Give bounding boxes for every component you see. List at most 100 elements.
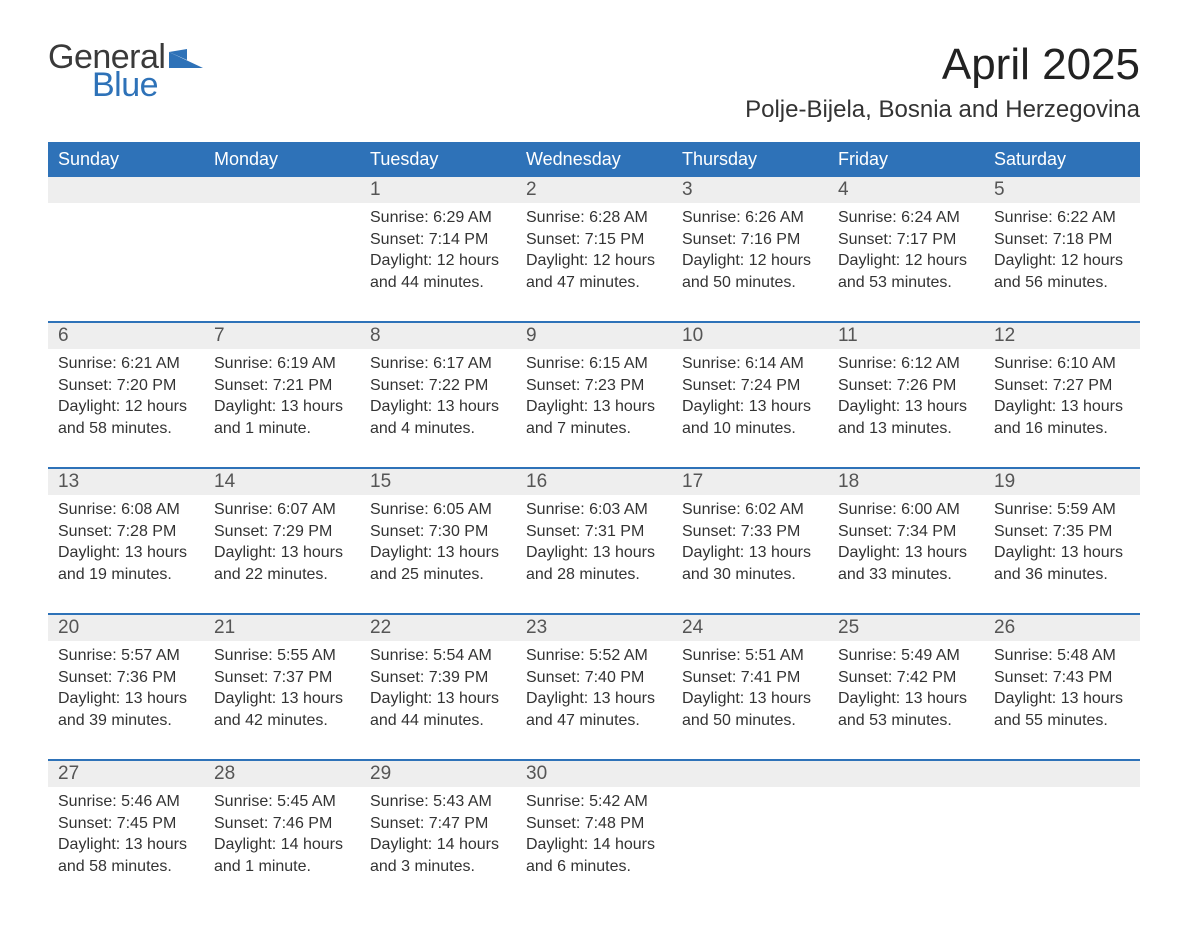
brand-word2: Blue	[48, 68, 203, 102]
day-number: 4	[828, 177, 984, 203]
sunrise-line: Sunrise: 6:22 AM	[994, 207, 1130, 229]
day-number: 17	[672, 469, 828, 495]
day-number: 27	[48, 761, 204, 787]
sunset-line: Sunset: 7:27 PM	[994, 375, 1130, 397]
sunrise-line: Sunrise: 6:08 AM	[58, 499, 194, 521]
sunrise-line: Sunrise: 5:54 AM	[370, 645, 506, 667]
daylight-line: Daylight: 13 hours and 10 minutes.	[682, 396, 818, 439]
sunset-line: Sunset: 7:14 PM	[370, 229, 506, 251]
day-number: 15	[360, 469, 516, 495]
day-number: 30	[516, 761, 672, 787]
day-number: 13	[48, 469, 204, 495]
day-number: 11	[828, 323, 984, 349]
day-number	[828, 761, 984, 787]
day-body-row: Sunrise: 5:46 AMSunset: 7:45 PMDaylight:…	[48, 787, 1140, 895]
day-body-row: Sunrise: 6:21 AMSunset: 7:20 PMDaylight:…	[48, 349, 1140, 457]
daylight-line: Daylight: 14 hours and 1 minute.	[214, 834, 350, 877]
day-of-week-label: Monday	[204, 142, 360, 177]
sunset-line: Sunset: 7:45 PM	[58, 813, 194, 835]
day-number: 6	[48, 323, 204, 349]
day-number: 26	[984, 615, 1140, 641]
daylight-line: Daylight: 12 hours and 44 minutes.	[370, 250, 506, 293]
daylight-line: Daylight: 14 hours and 6 minutes.	[526, 834, 662, 877]
sunset-line: Sunset: 7:20 PM	[58, 375, 194, 397]
daylight-line: Daylight: 13 hours and 30 minutes.	[682, 542, 818, 585]
sunset-line: Sunset: 7:29 PM	[214, 521, 350, 543]
sunset-line: Sunset: 7:39 PM	[370, 667, 506, 689]
day-cell: Sunrise: 6:14 AMSunset: 7:24 PMDaylight:…	[672, 349, 828, 457]
sunrise-line: Sunrise: 6:00 AM	[838, 499, 974, 521]
day-number: 1	[360, 177, 516, 203]
daylight-line: Daylight: 13 hours and 25 minutes.	[370, 542, 506, 585]
day-number: 9	[516, 323, 672, 349]
day-number	[672, 761, 828, 787]
sunrise-line: Sunrise: 6:24 AM	[838, 207, 974, 229]
day-number: 3	[672, 177, 828, 203]
daylight-line: Daylight: 13 hours and 55 minutes.	[994, 688, 1130, 731]
sunset-line: Sunset: 7:36 PM	[58, 667, 194, 689]
sunset-line: Sunset: 7:30 PM	[370, 521, 506, 543]
calendar-week: 12345Sunrise: 6:29 AMSunset: 7:14 PMDayl…	[48, 177, 1140, 311]
day-cell: Sunrise: 6:02 AMSunset: 7:33 PMDaylight:…	[672, 495, 828, 603]
day-number: 28	[204, 761, 360, 787]
sunrise-line: Sunrise: 6:19 AM	[214, 353, 350, 375]
day-cell: Sunrise: 5:54 AMSunset: 7:39 PMDaylight:…	[360, 641, 516, 749]
sunset-line: Sunset: 7:33 PM	[682, 521, 818, 543]
sunrise-line: Sunrise: 5:45 AM	[214, 791, 350, 813]
sunset-line: Sunset: 7:35 PM	[994, 521, 1130, 543]
sunset-line: Sunset: 7:41 PM	[682, 667, 818, 689]
daylight-line: Daylight: 13 hours and 58 minutes.	[58, 834, 194, 877]
day-number-row: 6789101112	[48, 323, 1140, 349]
sunset-line: Sunset: 7:16 PM	[682, 229, 818, 251]
day-cell	[48, 203, 204, 311]
page-title: April 2025	[745, 40, 1140, 90]
day-cell: Sunrise: 6:03 AMSunset: 7:31 PMDaylight:…	[516, 495, 672, 603]
day-number: 24	[672, 615, 828, 641]
daylight-line: Daylight: 13 hours and 50 minutes.	[682, 688, 818, 731]
daylight-line: Daylight: 13 hours and 7 minutes.	[526, 396, 662, 439]
day-of-week-label: Saturday	[984, 142, 1140, 177]
daylight-line: Daylight: 12 hours and 56 minutes.	[994, 250, 1130, 293]
day-number: 21	[204, 615, 360, 641]
day-number: 25	[828, 615, 984, 641]
sunset-line: Sunset: 7:26 PM	[838, 375, 974, 397]
daylight-line: Daylight: 13 hours and 1 minute.	[214, 396, 350, 439]
day-of-week-label: Tuesday	[360, 142, 516, 177]
sunrise-line: Sunrise: 6:29 AM	[370, 207, 506, 229]
day-number: 14	[204, 469, 360, 495]
day-cell: Sunrise: 6:00 AMSunset: 7:34 PMDaylight:…	[828, 495, 984, 603]
daylight-line: Daylight: 13 hours and 28 minutes.	[526, 542, 662, 585]
day-cell: Sunrise: 6:22 AMSunset: 7:18 PMDaylight:…	[984, 203, 1140, 311]
location-subtitle: Polje-Bijela, Bosnia and Herzegovina	[745, 96, 1140, 124]
sunrise-line: Sunrise: 6:07 AM	[214, 499, 350, 521]
daylight-line: Daylight: 13 hours and 22 minutes.	[214, 542, 350, 585]
day-cell: Sunrise: 5:52 AMSunset: 7:40 PMDaylight:…	[516, 641, 672, 749]
daylight-line: Daylight: 13 hours and 44 minutes.	[370, 688, 506, 731]
sunset-line: Sunset: 7:46 PM	[214, 813, 350, 835]
sunset-line: Sunset: 7:43 PM	[994, 667, 1130, 689]
day-number-row: 20212223242526	[48, 615, 1140, 641]
day-number: 12	[984, 323, 1140, 349]
daylight-line: Daylight: 12 hours and 53 minutes.	[838, 250, 974, 293]
sunrise-line: Sunrise: 6:17 AM	[370, 353, 506, 375]
sunrise-line: Sunrise: 6:26 AM	[682, 207, 818, 229]
sunrise-line: Sunrise: 6:12 AM	[838, 353, 974, 375]
day-of-week-label: Thursday	[672, 142, 828, 177]
day-body-row: Sunrise: 6:29 AMSunset: 7:14 PMDaylight:…	[48, 203, 1140, 311]
daylight-line: Daylight: 13 hours and 4 minutes.	[370, 396, 506, 439]
sunrise-line: Sunrise: 5:42 AM	[526, 791, 662, 813]
day-cell	[204, 203, 360, 311]
sunrise-line: Sunrise: 5:48 AM	[994, 645, 1130, 667]
sunset-line: Sunset: 7:28 PM	[58, 521, 194, 543]
day-cell: Sunrise: 6:08 AMSunset: 7:28 PMDaylight:…	[48, 495, 204, 603]
sunrise-line: Sunrise: 6:28 AM	[526, 207, 662, 229]
day-cell: Sunrise: 6:10 AMSunset: 7:27 PMDaylight:…	[984, 349, 1140, 457]
day-number: 23	[516, 615, 672, 641]
sunset-line: Sunset: 7:18 PM	[994, 229, 1130, 251]
day-cell: Sunrise: 5:46 AMSunset: 7:45 PMDaylight:…	[48, 787, 204, 895]
calendar-week: 27282930Sunrise: 5:46 AMSunset: 7:45 PMD…	[48, 759, 1140, 895]
day-cell: Sunrise: 5:45 AMSunset: 7:46 PMDaylight:…	[204, 787, 360, 895]
day-cell: Sunrise: 5:43 AMSunset: 7:47 PMDaylight:…	[360, 787, 516, 895]
calendar-week: 13141516171819Sunrise: 6:08 AMSunset: 7:…	[48, 467, 1140, 603]
sunset-line: Sunset: 7:23 PM	[526, 375, 662, 397]
